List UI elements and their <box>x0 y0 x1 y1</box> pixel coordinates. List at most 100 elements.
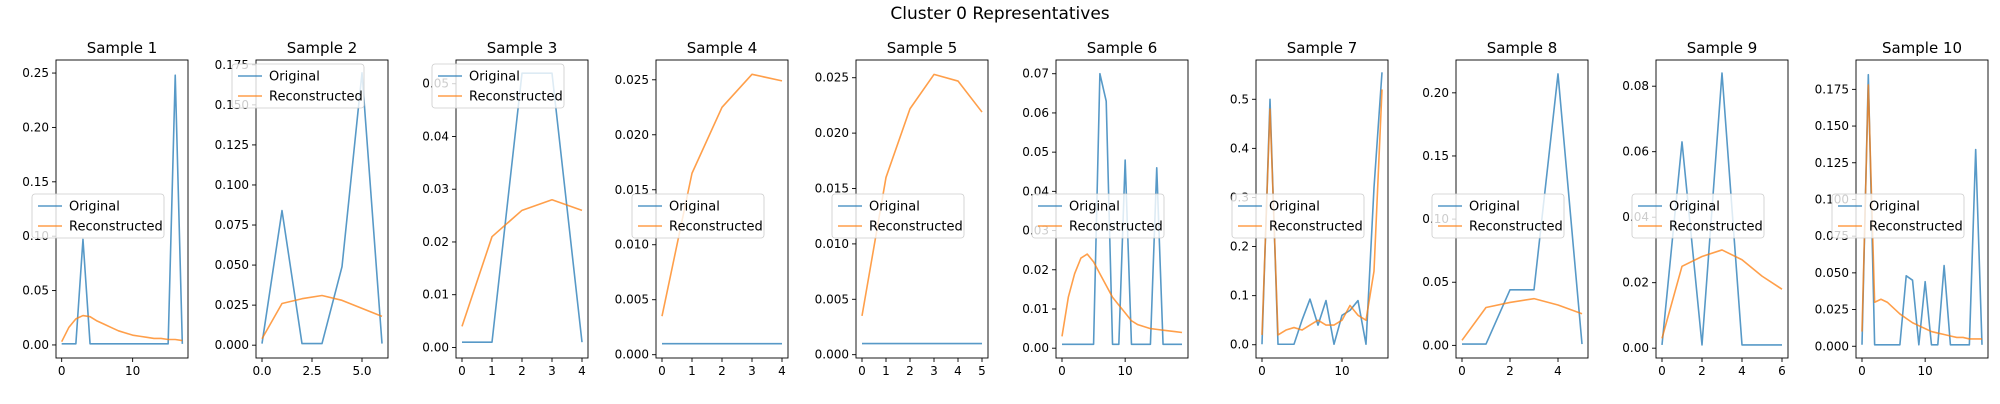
y-tick-label: 0.125 <box>215 138 249 152</box>
x-tick-label: 1 <box>882 364 890 378</box>
legend-label: Original <box>1469 200 1520 215</box>
subplot-3: Sample 3012340.000.010.020.030.040.05Ori… <box>422 39 589 378</box>
series-original-line-7 <box>1261 72 1383 346</box>
x-tick-label: 4 <box>778 364 786 378</box>
subplot-title: Sample 2 <box>287 39 358 57</box>
y-tick-label: 0.025 <box>615 73 649 87</box>
y-tick-label: 0.03 <box>422 182 449 196</box>
y-tick-label: 0.5 <box>1230 92 1249 106</box>
y-tick-label: 0.025 <box>815 71 849 85</box>
legend-label: Original <box>669 200 720 215</box>
x-tick-label: 10 <box>125 364 140 378</box>
series-reconstructed-line-8 <box>1461 297 1583 341</box>
x-tick-label: 0 <box>1058 364 1066 378</box>
y-tick-label: 0.25 <box>22 66 49 80</box>
legend-label: Reconstructed <box>869 220 963 235</box>
subplot-title: Sample 8 <box>1487 39 1558 57</box>
legend: Original Reconstructed <box>231 63 365 109</box>
y-tick-label: 0.150 <box>1815 119 1849 133</box>
x-tick-label: 4 <box>1738 364 1746 378</box>
legend: Original Reconstructed <box>1631 193 1765 239</box>
legend-box <box>1831 193 1965 239</box>
series-original-line-3 <box>462 72 583 343</box>
x-tick-label: 4 <box>1554 364 1562 378</box>
y-tick-label: 0.00 <box>1022 341 1049 355</box>
subplot-4: Sample 4 0 1 2 3 4 0.000 0.005 0.010 0.015 0.020 0.… <box>615 39 789 378</box>
x-tick-label: 0 <box>1258 364 1266 378</box>
y-tick-label: 0.000 <box>615 348 649 362</box>
x-tick-label: 3 <box>548 364 556 378</box>
x-tick-label: 4 <box>578 364 586 378</box>
y-tick-label: 0.2 <box>1230 240 1249 254</box>
y-tick-label: 0.010 <box>615 238 649 252</box>
legend-label: Original <box>1869 200 1920 215</box>
y-tick-label: 0.100 <box>215 178 249 192</box>
legend-box <box>831 193 965 239</box>
series-reconstructed-line-6 <box>1061 253 1183 337</box>
series-reconstructed-line-1 <box>60 314 183 343</box>
subplot-10: Sample 100100.0000.0250.0500.0750.1000.1… <box>1815 39 1989 378</box>
y-tick-label: 0.075 <box>215 218 249 232</box>
x-tick-label: 2 <box>1698 364 1706 378</box>
x-tick-label: 1 <box>488 364 496 378</box>
subplot-title: Sample 9 <box>1687 39 1758 57</box>
legend: Original Reconstructed <box>31 193 165 239</box>
legend: Original Reconstructed <box>1031 193 1165 239</box>
subplot-title: Sample 7 <box>1287 39 1358 57</box>
legend-box <box>1031 193 1165 239</box>
legend-box <box>1631 193 1765 239</box>
y-tick-label: 0.02 <box>1622 276 1649 290</box>
y-tick-label: 0.005 <box>615 293 649 307</box>
x-tick-label: 10 <box>1118 364 1133 378</box>
series-reconstructed-line-7 <box>1261 89 1383 336</box>
x-tick-label: 1 <box>688 364 696 378</box>
legend-label: Original <box>869 200 920 215</box>
y-tick-label: 0.15 <box>1422 149 1449 163</box>
y-tick-label: 0.05 <box>1422 275 1449 289</box>
x-tick-label: 2.5 <box>302 364 321 378</box>
series-original-line-10 <box>1861 73 1983 346</box>
legend-box <box>231 63 365 109</box>
y-tick-label: 0.20 <box>1422 86 1449 100</box>
y-tick-label: 0.015 <box>815 182 849 196</box>
y-tick-label: 0.01 <box>422 288 449 302</box>
legend: Original Reconstructed <box>1431 193 1565 239</box>
y-tick-label: 0.000 <box>815 348 849 362</box>
legend: Original Reconstructed <box>431 63 565 109</box>
x-tick-label: 0 <box>1858 364 1866 378</box>
y-tick-label: 0.020 <box>815 126 849 140</box>
y-tick-label: 0.15 <box>22 175 49 189</box>
subplot-title: Sample 1 <box>87 39 158 57</box>
legend-box <box>431 63 565 109</box>
y-tick-label: 0.07 <box>1022 67 1049 81</box>
y-tick-label: 0.4 <box>1230 141 1249 155</box>
axes-frame <box>255 59 389 359</box>
x-tick-label: 0 <box>658 364 666 378</box>
y-tick-label: 0.125 <box>1815 156 1849 170</box>
legend-box <box>1231 193 1365 239</box>
legend-label: Reconstructed <box>1869 220 1963 235</box>
y-tick-label: 0.05 <box>22 284 49 298</box>
subplot-title: Sample 6 <box>1087 39 1158 57</box>
legend-label: Original <box>1269 200 1320 215</box>
legend-label: Original <box>469 70 520 85</box>
x-tick-label: 2 <box>1506 364 1514 378</box>
subplot-title: Sample 5 <box>887 39 958 57</box>
legend: Original Reconstructed <box>831 193 965 239</box>
legend-label: Reconstructed <box>1269 220 1363 235</box>
y-tick-label: 0.025 <box>1815 303 1849 317</box>
x-tick-label: 0 <box>1458 364 1466 378</box>
subplot-8: Sample 80240.000.050.100.150.20OriginalR… <box>1422 39 1589 378</box>
x-tick-label: 2 <box>906 364 914 378</box>
x-tick-label: 0 <box>458 364 466 378</box>
series-reconstructed-line-3 <box>461 198 583 327</box>
x-tick-label: 2 <box>518 364 526 378</box>
y-tick-label: 0.015 <box>615 183 649 197</box>
y-tick-label: 0.02 <box>422 235 449 249</box>
subplot-5: Sample 5 0 1 2 3 4 5 0.000 0.005 0.010 0.015 0.020 0… <box>815 39 989 378</box>
x-tick-label: 0.0 <box>252 364 271 378</box>
x-tick-label: 5 <box>978 364 986 378</box>
legend-label: Reconstructed <box>469 90 563 105</box>
legend-label: Original <box>1069 200 1120 215</box>
